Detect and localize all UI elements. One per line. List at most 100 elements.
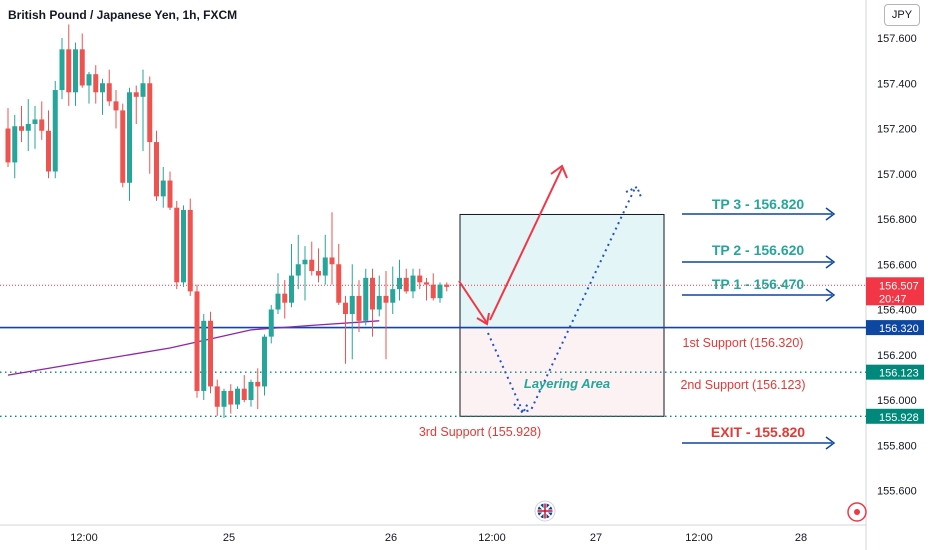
x-tick-label: 12:00 — [478, 532, 506, 544]
candle-down — [403, 277, 409, 292]
candle-up — [262, 336, 267, 387]
candle-down — [39, 119, 45, 131]
tp3-arrow-head — [825, 207, 836, 221]
symbol-title: British Pound / Japanese Yen, 1h, FXCM — [8, 8, 238, 22]
candle-up — [322, 257, 328, 276]
candle-up — [127, 92, 132, 183]
last-price-tag-bg — [866, 277, 924, 306]
take-profit-zone — [459, 213, 665, 329]
candle-up — [349, 295, 355, 315]
candle-up — [32, 119, 38, 124]
candle-down — [154, 142, 159, 197]
candle-up — [59, 49, 65, 91]
support3-label: 3rd Support (155.928) — [419, 425, 541, 439]
candle-down — [19, 126, 24, 131]
candle-up — [181, 209, 186, 283]
support2-label: 2nd Support (156.123) — [680, 378, 805, 392]
last-price-tag-countdown: 20:47 — [879, 293, 907, 305]
y-tick-label: 155.800 — [877, 440, 917, 452]
candle-down — [46, 130, 51, 172]
candle-down — [174, 207, 180, 283]
tp1-label: TP 1 - 156.470 — [712, 276, 805, 292]
candle-down — [316, 271, 321, 276]
candle-up — [289, 275, 294, 303]
candle-down — [113, 101, 119, 111]
candle-up — [235, 388, 240, 405]
projected-path-head — [625, 185, 642, 198]
candle-up — [397, 277, 402, 290]
projected-path-bottom — [513, 402, 529, 415]
candle-down — [194, 291, 200, 391]
y-tick-label: 157.000 — [877, 169, 917, 181]
last-price-tag: 156.507 — [879, 280, 919, 292]
candle-up — [201, 320, 207, 391]
level3-price-tag: 155.928 — [879, 412, 919, 424]
candle-up — [437, 284, 443, 299]
candle-down — [167, 180, 173, 208]
candle-down — [147, 83, 153, 143]
y-tick-label: 156.000 — [877, 395, 917, 407]
candle-down — [5, 128, 11, 163]
tp2-label: TP 2 - 156.620 — [712, 242, 805, 258]
y-tick-label: 157.200 — [877, 124, 917, 136]
candle-down — [241, 388, 247, 400]
candle-down — [383, 295, 389, 303]
candle-up — [140, 83, 146, 97]
candle-up — [52, 90, 58, 172]
candle-up — [376, 295, 382, 310]
level3-price-tag-bg — [866, 408, 924, 424]
candle-down — [444, 284, 450, 287]
support-price-tag-bg — [866, 320, 924, 336]
candle-up — [221, 390, 227, 407]
level2-price-tag: 156.123 — [879, 368, 919, 380]
projected-path — [487, 187, 636, 414]
candle-down — [370, 277, 375, 310]
candle-down — [120, 110, 126, 183]
y-tick-label: 156.800 — [877, 214, 917, 226]
candle-down — [106, 83, 112, 102]
level2-price-tag-bg — [866, 364, 924, 380]
candle-up — [363, 277, 369, 321]
support1-label: 1st Support (156.320) — [683, 336, 804, 350]
candle-up — [100, 83, 105, 93]
candle-up — [268, 309, 274, 337]
candle-up — [25, 123, 31, 131]
candle-up — [160, 180, 166, 197]
candle-up — [12, 126, 18, 163]
y-tick-label: 157.400 — [877, 78, 917, 90]
candle-down — [79, 49, 85, 86]
candle-down — [309, 259, 315, 272]
arrow-down-head — [476, 312, 490, 326]
candle-down — [282, 293, 288, 303]
x-tick-label: 27 — [590, 532, 602, 544]
support-price-tag: 156.320 — [879, 323, 919, 335]
candle-up — [410, 275, 416, 292]
candle-up — [73, 49, 78, 93]
candle-up — [86, 74, 92, 86]
currency-button[interactable]: JPY — [884, 4, 920, 26]
candle-down — [336, 264, 342, 303]
exit-label: EXIT - 155.820 — [711, 424, 805, 440]
candle-down — [228, 390, 234, 405]
candle-down — [329, 257, 335, 265]
target-icon-dot — [854, 509, 860, 515]
x-tick-label: 28 — [795, 532, 807, 544]
x-tick-label: 12:00 — [685, 532, 713, 544]
y-tick-label: 155.600 — [877, 486, 917, 498]
x-tick-label: 26 — [385, 532, 397, 544]
candle-down — [133, 92, 139, 97]
x-tick-label: 12:00 — [70, 532, 98, 544]
x-tick-label: 25 — [223, 532, 235, 544]
candle-down — [208, 320, 213, 387]
candle-down — [424, 282, 429, 285]
candle-down — [356, 295, 362, 321]
arrow-up-head — [550, 164, 568, 179]
candle-up — [295, 264, 301, 276]
exit-arrow-head — [825, 436, 836, 450]
candle-down — [214, 386, 220, 407]
candle-up — [275, 293, 281, 310]
candle-up — [302, 259, 308, 265]
candle-down — [343, 302, 348, 315]
candle-down — [93, 74, 99, 93]
